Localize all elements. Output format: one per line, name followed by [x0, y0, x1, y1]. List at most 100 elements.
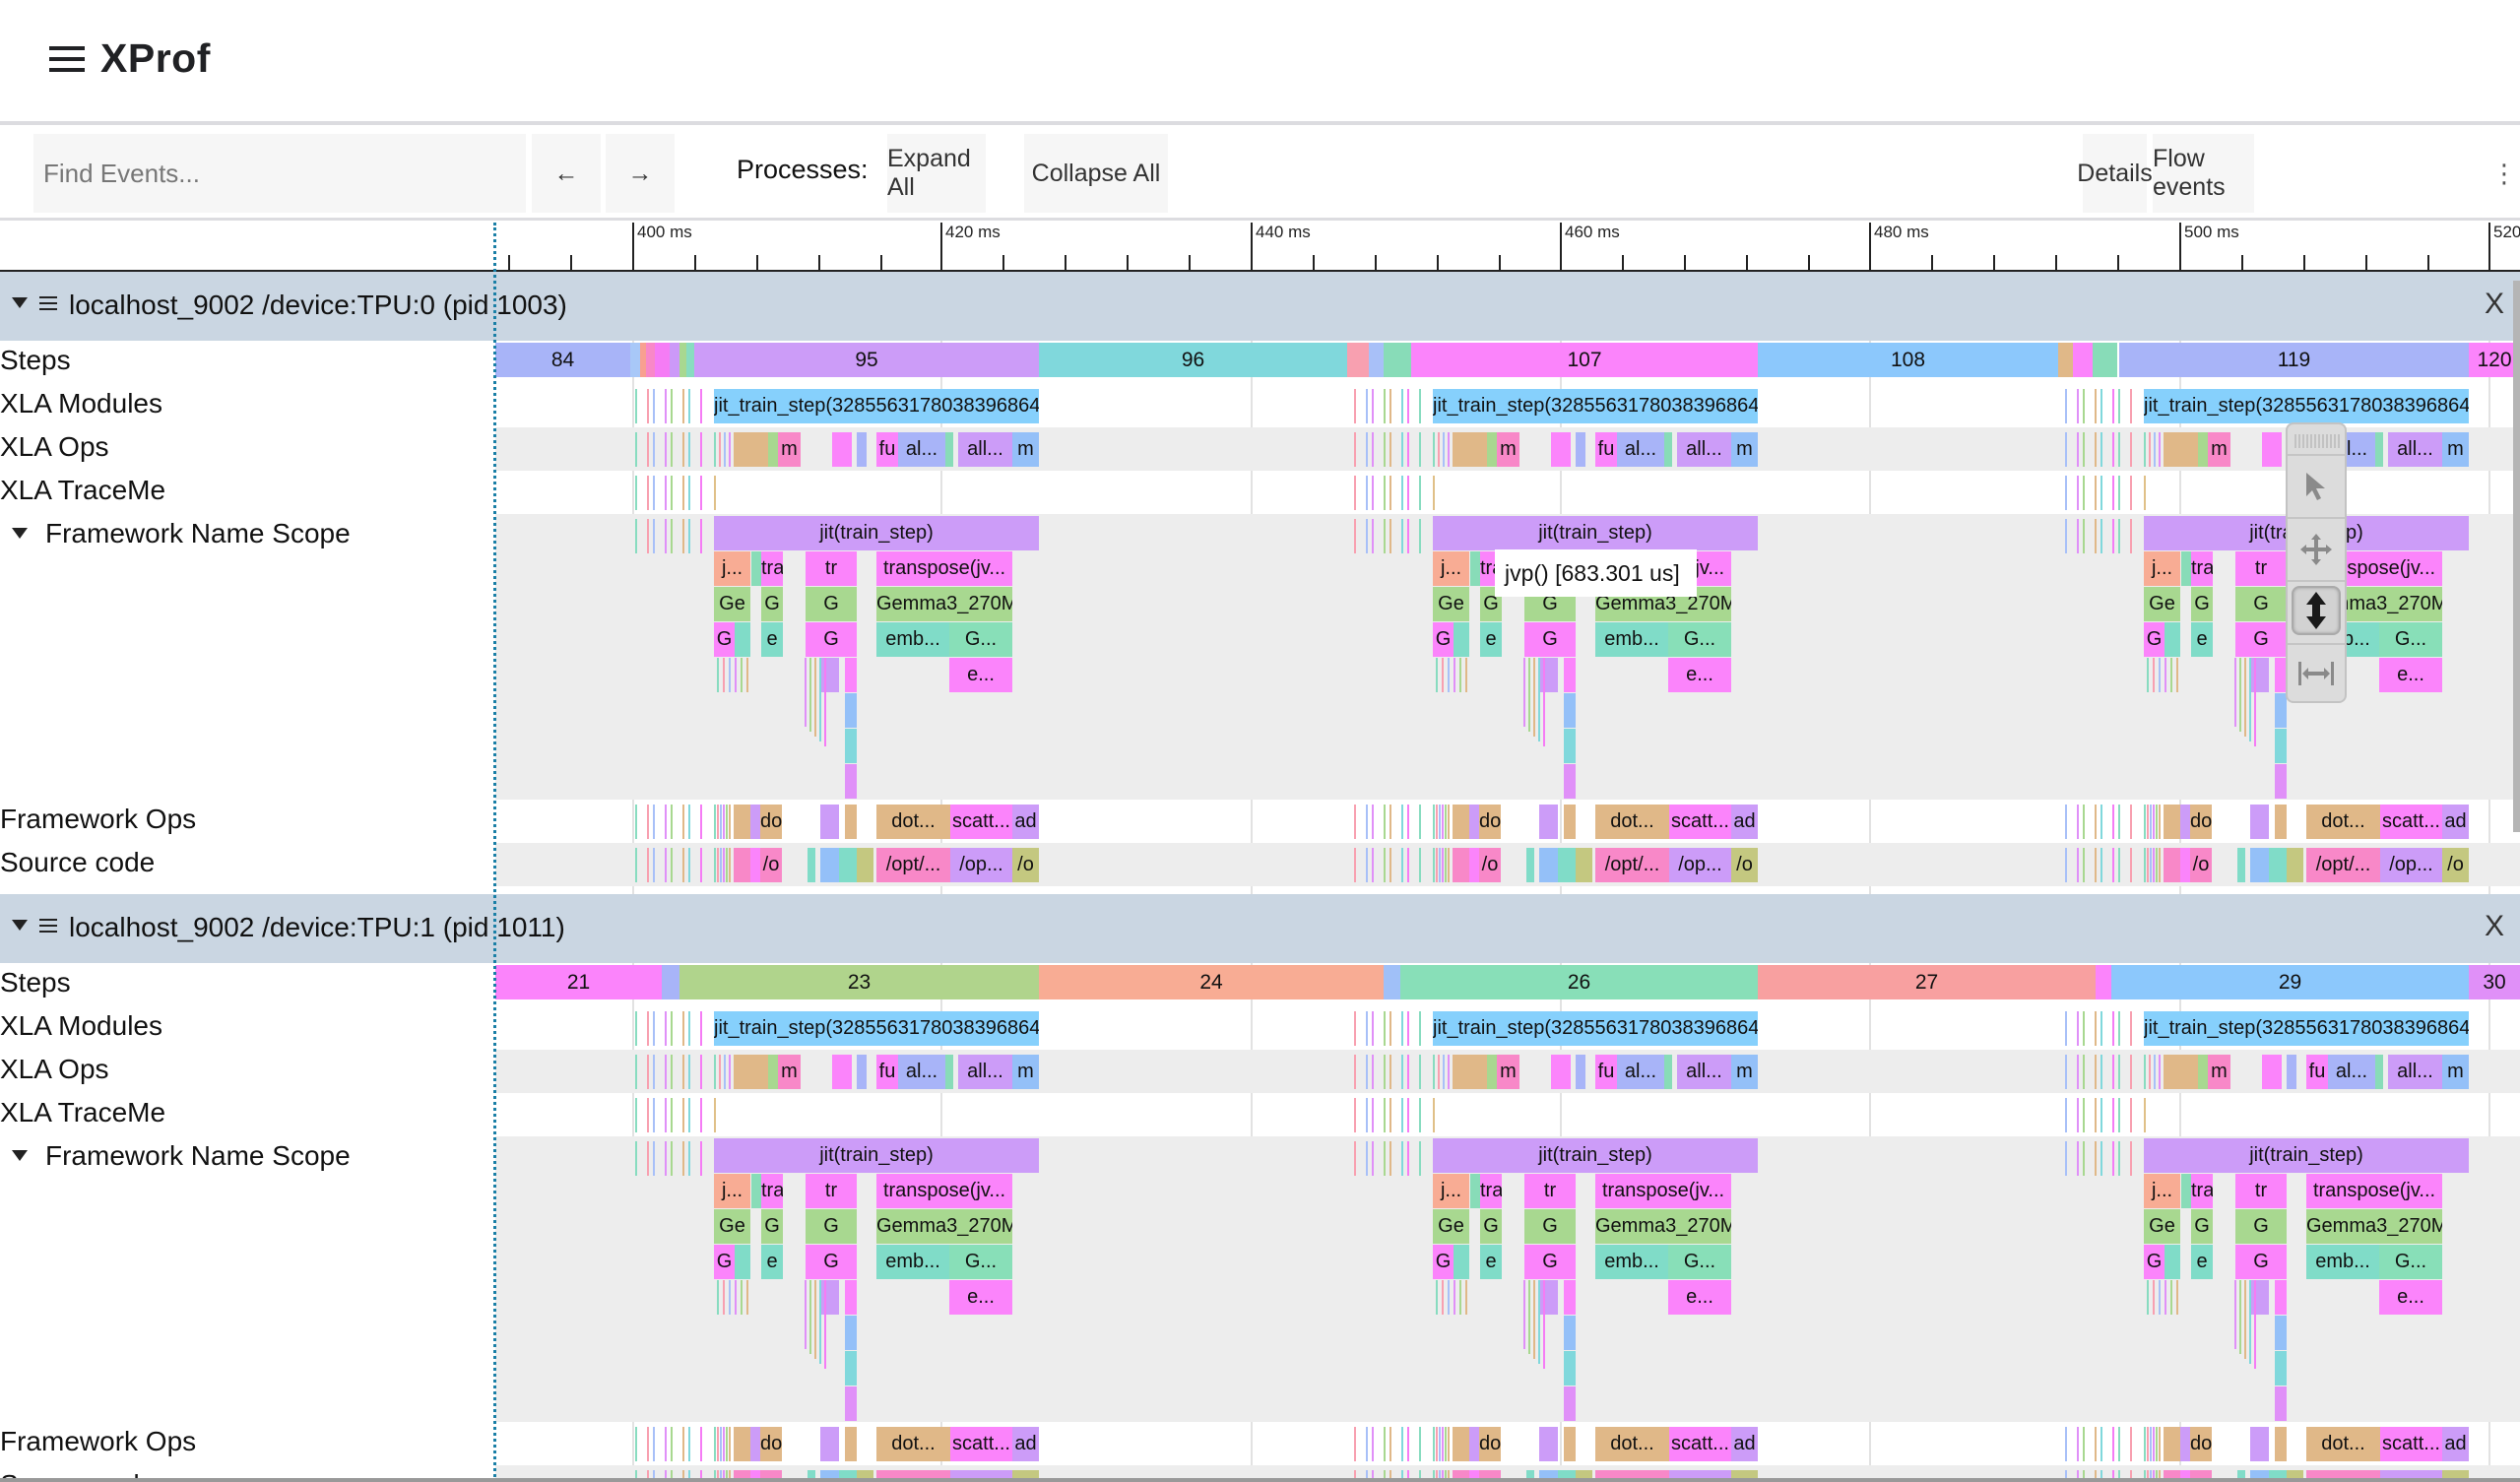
- thin-event[interactable]: [723, 1427, 725, 1461]
- thin-event[interactable]: [2170, 1280, 2172, 1315]
- name-scope-event[interactable]: [2250, 658, 2269, 692]
- name-scope-event[interactable]: [2165, 622, 2180, 657]
- thin-event[interactable]: [1401, 848, 1403, 882]
- xla-op-event[interactable]: al...: [898, 1055, 945, 1089]
- source-code-event[interactable]: /o: [760, 848, 782, 882]
- thin-event[interactable]: [1407, 848, 1409, 882]
- thin-event[interactable]: [671, 519, 673, 553]
- zoom-mode-button[interactable]: [2292, 586, 2341, 635]
- thin-event[interactable]: [2159, 1055, 2161, 1089]
- thin-event[interactable]: [2130, 1427, 2132, 1461]
- thin-event[interactable]: [1372, 1470, 1374, 1482]
- thin-event[interactable]: [1442, 805, 1444, 839]
- name-scope-event[interactable]: [845, 693, 857, 728]
- thin-event[interactable]: [2144, 1470, 2146, 1482]
- xla-op-event[interactable]: m: [778, 432, 801, 467]
- framework-op-event[interactable]: ad: [1731, 1427, 1758, 1461]
- thin-event[interactable]: [2159, 1470, 2161, 1482]
- name-scope-event[interactable]: [820, 1280, 839, 1315]
- name-scope-event[interactable]: G: [806, 1209, 857, 1244]
- thin-event[interactable]: [1401, 1098, 1403, 1132]
- thin-event[interactable]: [746, 658, 748, 692]
- name-scope-event[interactable]: emb...: [876, 622, 949, 657]
- source-code-event[interactable]: /op...: [2380, 848, 2442, 882]
- collapse-triangle-icon[interactable]: [12, 297, 28, 308]
- name-scope-event[interactable]: G: [806, 622, 857, 657]
- thin-event[interactable]: [1459, 1280, 1461, 1315]
- thin-event[interactable]: [1384, 805, 1386, 839]
- xla-op-event[interactable]: [734, 432, 768, 467]
- thin-event[interactable]: [2083, 389, 2085, 423]
- thin-event[interactable]: [2165, 658, 2166, 692]
- thin-event[interactable]: [682, 389, 684, 423]
- thin-event[interactable]: [635, 1427, 637, 1461]
- framework-op-event[interactable]: do: [2190, 805, 2212, 839]
- name-scope-event[interactable]: [1564, 658, 1576, 692]
- thin-event[interactable]: [2077, 476, 2079, 510]
- select-mode-button[interactable]: [2292, 462, 2341, 511]
- row-label-framework-name-scope[interactable]: Framework Name Scope: [0, 1140, 351, 1172]
- thin-event[interactable]: [1389, 1055, 1391, 1089]
- framework-op-event[interactable]: dot...: [2306, 1427, 2380, 1461]
- xla-op-event[interactable]: all...: [958, 432, 1012, 467]
- thin-event[interactable]: [635, 1141, 637, 1176]
- step-event[interactable]: [2093, 343, 2117, 377]
- thin-event[interactable]: [647, 519, 649, 553]
- xla-op-event[interactable]: [857, 432, 867, 467]
- thin-event[interactable]: [1433, 1470, 1435, 1482]
- xla-op-event[interactable]: al...: [1617, 432, 1664, 467]
- name-scope-event[interactable]: [820, 658, 839, 692]
- framework-op-event[interactable]: [820, 805, 839, 839]
- name-scope-event[interactable]: [1454, 1245, 1469, 1279]
- name-scope-event[interactable]: jit(train_step): [714, 1138, 1039, 1173]
- thin-event[interactable]: [1354, 389, 1356, 423]
- thin-event[interactable]: [2159, 432, 2161, 467]
- xla-op-event[interactable]: [2375, 432, 2383, 467]
- name-scope-event[interactable]: G: [761, 1209, 783, 1244]
- step-event[interactable]: [662, 965, 679, 999]
- name-scope-event[interactable]: e: [761, 622, 783, 657]
- name-scope-event[interactable]: Gemma3_270M: [2306, 1209, 2442, 1244]
- thin-event[interactable]: [1366, 848, 1368, 882]
- close-process-button[interactable]: X: [2485, 910, 2505, 942]
- thin-event[interactable]: [805, 658, 807, 727]
- step-event[interactable]: [1384, 965, 1400, 999]
- framework-op-event[interactable]: dot...: [876, 1427, 950, 1461]
- thin-event[interactable]: [2153, 1280, 2155, 1315]
- name-scope-event[interactable]: e: [2191, 622, 2213, 657]
- thin-event[interactable]: [653, 1055, 655, 1089]
- xla-op-event[interactable]: fu: [1595, 432, 1617, 467]
- thin-event[interactable]: [2149, 1055, 2151, 1089]
- framework-op-event[interactable]: [750, 805, 760, 839]
- thin-event[interactable]: [1448, 432, 1450, 467]
- name-scope-event[interactable]: e: [761, 1245, 783, 1279]
- thin-event[interactable]: [719, 1055, 721, 1089]
- thin-event[interactable]: [2118, 519, 2120, 553]
- thin-event[interactable]: [647, 1011, 649, 1046]
- name-scope-event[interactable]: G: [1480, 1209, 1502, 1244]
- name-scope-event[interactable]: G: [1524, 1209, 1576, 1244]
- thin-event[interactable]: [2077, 1098, 2079, 1132]
- source-code-event[interactable]: /o: [2442, 848, 2469, 882]
- thin-event[interactable]: [653, 805, 655, 839]
- thin-event[interactable]: [2077, 1011, 2079, 1046]
- xla-op-event[interactable]: m: [778, 1055, 801, 1089]
- thin-event[interactable]: [635, 476, 637, 510]
- name-scope-event[interactable]: tra: [761, 1174, 783, 1208]
- thin-event[interactable]: [2095, 805, 2097, 839]
- thin-event[interactable]: [653, 1141, 655, 1176]
- step-event[interactable]: 84: [495, 343, 630, 377]
- framework-op-event[interactable]: do: [1479, 1427, 1501, 1461]
- xla-op-event[interactable]: [768, 1055, 778, 1089]
- thin-event[interactable]: [717, 805, 719, 839]
- thin-event[interactable]: [635, 848, 637, 882]
- thin-event[interactable]: [688, 1141, 690, 1176]
- track-steps[interactable]: 21 23 24 26 27 29 30: [495, 963, 2520, 1006]
- xla-op-event[interactable]: m: [2442, 1055, 2469, 1089]
- thin-event[interactable]: [700, 1011, 702, 1046]
- thin-event[interactable]: [671, 1011, 673, 1046]
- xla-module-event[interactable]: jit_train_step(3285563178038396864): [2144, 1011, 2469, 1046]
- expand-all-button[interactable]: Expand All: [887, 134, 986, 213]
- source-code-event[interactable]: /opt/...: [1595, 848, 1669, 882]
